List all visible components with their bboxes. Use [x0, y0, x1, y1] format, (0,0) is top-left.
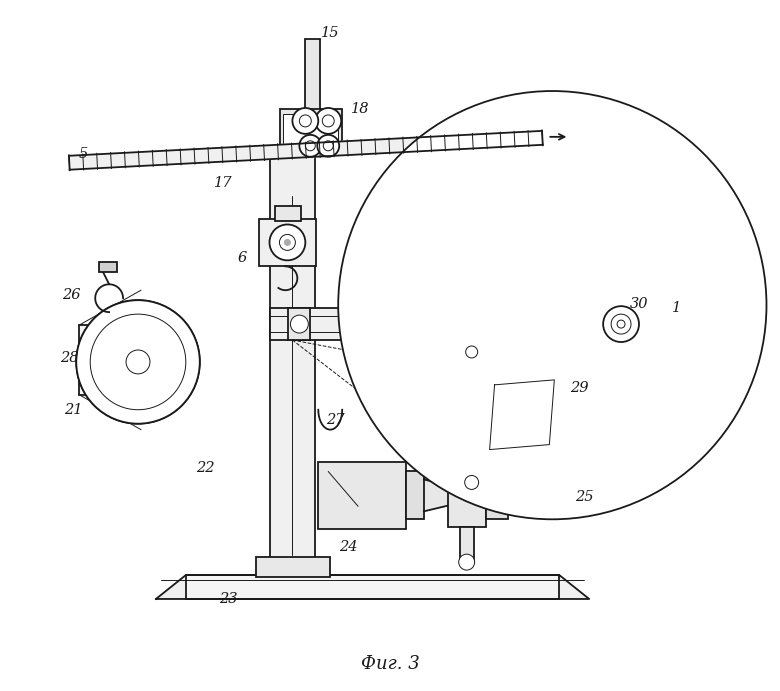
Circle shape	[466, 346, 477, 358]
Polygon shape	[490, 380, 555, 450]
Circle shape	[315, 108, 341, 134]
Bar	[459, 527, 473, 562]
Circle shape	[617, 320, 625, 328]
Text: 15: 15	[321, 26, 339, 40]
Bar	[271, 146, 315, 575]
Text: 30: 30	[629, 297, 648, 311]
Bar	[305, 39, 321, 149]
Bar	[289, 308, 310, 340]
Bar	[508, 493, 526, 513]
Text: 17: 17	[215, 176, 233, 189]
Text: 25: 25	[575, 491, 594, 504]
Circle shape	[269, 225, 305, 261]
Bar	[258, 218, 317, 266]
Text: 22: 22	[197, 460, 215, 475]
Circle shape	[292, 108, 318, 134]
Bar	[448, 480, 486, 527]
Polygon shape	[156, 575, 589, 599]
Circle shape	[285, 239, 290, 245]
Circle shape	[611, 314, 631, 334]
Circle shape	[90, 314, 186, 410]
Polygon shape	[69, 131, 543, 170]
Circle shape	[305, 141, 315, 151]
Circle shape	[465, 475, 479, 489]
Text: 29: 29	[570, 381, 588, 395]
Text: 27: 27	[326, 413, 345, 427]
Text: 6: 6	[238, 252, 247, 265]
Polygon shape	[424, 480, 466, 511]
Circle shape	[300, 115, 311, 127]
Text: 26: 26	[62, 288, 80, 302]
Circle shape	[317, 135, 339, 157]
Circle shape	[290, 315, 308, 333]
Circle shape	[323, 141, 333, 151]
Text: 1: 1	[672, 301, 682, 315]
Bar	[99, 263, 117, 272]
Text: 23: 23	[219, 592, 238, 606]
Circle shape	[339, 91, 767, 520]
Circle shape	[90, 314, 186, 410]
Circle shape	[300, 135, 321, 157]
Bar	[80, 325, 154, 395]
Circle shape	[279, 234, 296, 250]
Bar	[318, 462, 406, 529]
Bar	[186, 575, 559, 599]
Text: Фиг. 3: Фиг. 3	[360, 654, 420, 673]
Circle shape	[459, 554, 475, 570]
Bar	[526, 498, 537, 509]
Text: 18: 18	[351, 102, 370, 116]
Circle shape	[126, 350, 150, 374]
Circle shape	[126, 350, 150, 374]
Text: 21: 21	[64, 403, 83, 417]
Circle shape	[603, 306, 639, 342]
Text: 24: 24	[339, 540, 357, 554]
Bar	[271, 308, 639, 340]
Bar	[486, 487, 508, 520]
Bar	[256, 557, 330, 577]
Circle shape	[322, 115, 334, 127]
Circle shape	[76, 300, 200, 424]
Bar	[275, 205, 301, 220]
Bar	[283, 114, 339, 149]
Bar	[406, 471, 424, 520]
Text: 5: 5	[79, 146, 88, 161]
Text: 28: 28	[60, 351, 79, 365]
Bar	[281, 109, 342, 154]
Circle shape	[76, 300, 200, 424]
